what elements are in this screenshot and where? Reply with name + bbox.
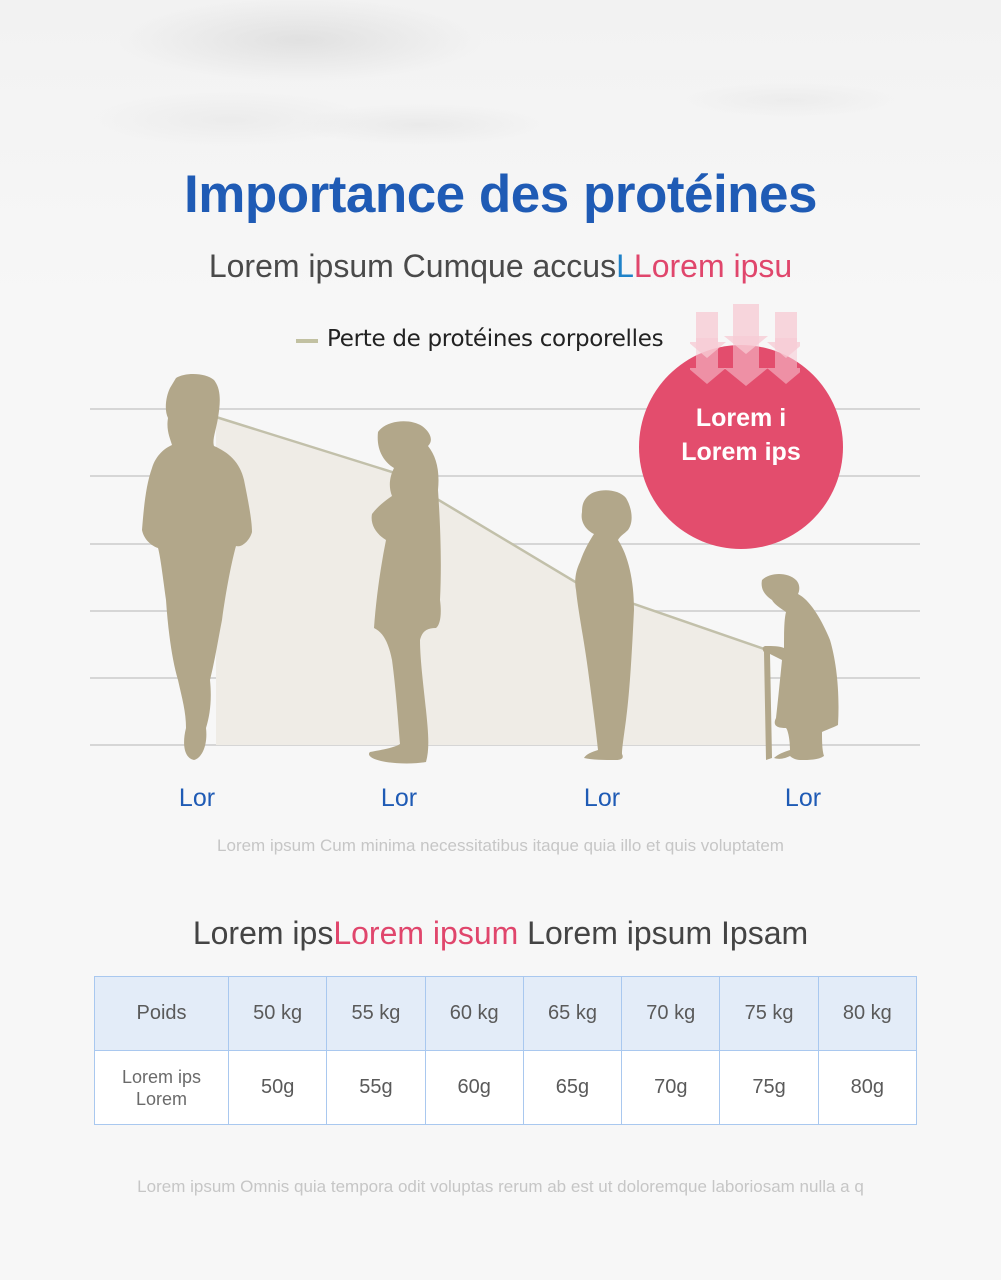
subtitle-part-1: Lorem ipsum Cumque accus [208, 248, 617, 284]
row-label-line-1: Lorem ips [121, 1066, 202, 1087]
legend-label: Perte de protéines corporelles [327, 326, 664, 352]
footer-caption: Lorem ipsum Omnis quia tempora odit volu… [137, 1177, 864, 1196]
chart-caption: Lorem ipsum Cum minima necessitatibus it… [217, 836, 784, 855]
protein-loss-chart [90, 374, 920, 764]
data-cell: 55g [326, 1050, 426, 1125]
header-cell: 75 kg [719, 976, 819, 1051]
header-cell: 65 kg [522, 976, 623, 1051]
down-arrows-icon [690, 304, 800, 386]
subtitle: Lorem ipsum Cumque accusLLorem ipsu [0, 248, 1001, 285]
header-cell: 60 kg [424, 976, 524, 1051]
silhouette-elderly-woman-cane [761, 574, 839, 760]
page-title: Importance des protéines [183, 165, 818, 224]
data-cell: 50g [227, 1050, 328, 1125]
data-cell: 60g [424, 1050, 524, 1125]
silhouette-young-woman [142, 374, 252, 760]
table-row: Lorem ips Lorem 50g 55g 60g 65g 70g 75g … [94, 1050, 918, 1125]
subtitle-part-3: Lorem ipsu [633, 248, 793, 284]
table-header-row: Poids 50 kg 55 kg 60 kg 65 kg 70 kg 75 k… [94, 976, 918, 1051]
legend-swatch [296, 339, 318, 343]
data-cell: 80g [817, 1050, 918, 1125]
subtitle-part-2: L [616, 248, 634, 284]
silhouette-girl [368, 421, 441, 764]
x-label-3: Lor [583, 784, 621, 812]
data-cell: 70g [621, 1050, 721, 1125]
row-label-cell: Lorem ips Lorem [94, 1050, 229, 1125]
header-cell: Poids [94, 976, 229, 1051]
chart-legend: Perte de protéines corporelles [296, 326, 664, 352]
x-label-4: Lor [784, 784, 822, 812]
x-label-1: Lor [178, 784, 216, 812]
loss-area [216, 417, 770, 745]
header-cell: 80 kg [817, 976, 918, 1051]
bubble-line-1: Lorem i [695, 404, 787, 432]
table-section-title: Lorem ipsLorem ipsum Lorem ipsum Ipsam [0, 915, 1001, 952]
protein-weight-table: Poids 50 kg 55 kg 60 kg 65 kg 70 kg 75 k… [94, 976, 918, 1125]
x-label-2: Lor [380, 784, 418, 812]
loss-line [215, 415, 771, 653]
section-title-part-3: Lorem ipsum Ipsam [518, 915, 809, 951]
header-cell: 55 kg [326, 976, 426, 1051]
row-label-line-2: Lorem [135, 1088, 188, 1109]
silhouette-older-woman [575, 490, 634, 760]
header-cell: 70 kg [621, 976, 721, 1051]
section-title-part-2: Lorem ipsum [333, 915, 519, 951]
data-cell: 75g [719, 1050, 819, 1125]
data-cell: 65g [522, 1050, 623, 1125]
bubble-line-2: Lorem ips [681, 438, 801, 466]
section-title-part-1: Lorem ips [192, 915, 334, 951]
header-cell: 50 kg [227, 976, 328, 1051]
